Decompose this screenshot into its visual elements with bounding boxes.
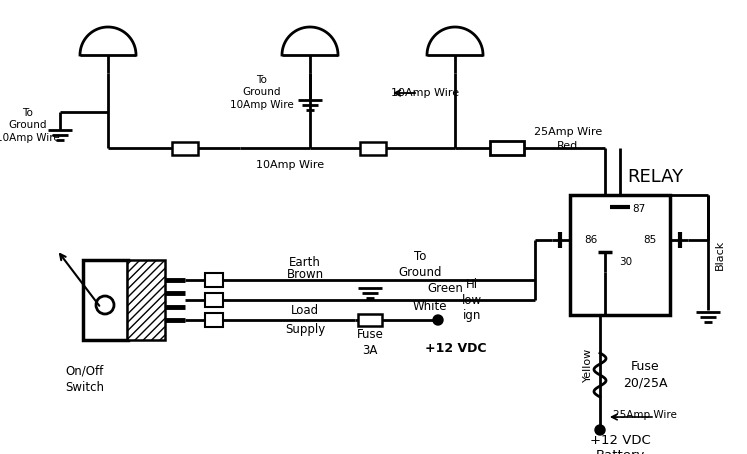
Text: Hi
low
ign: Hi low ign: [462, 277, 482, 322]
Text: 30: 30: [619, 257, 632, 267]
Text: Load: Load: [291, 304, 319, 316]
Text: Red: Red: [557, 141, 579, 151]
Text: Earth: Earth: [289, 256, 321, 268]
Text: To
Ground: To Ground: [398, 251, 441, 280]
Text: +12 VDC
Battery: +12 VDC Battery: [589, 434, 651, 454]
Text: 86: 86: [584, 235, 598, 245]
Text: 85: 85: [642, 235, 656, 245]
Circle shape: [433, 315, 443, 325]
Text: Brown: Brown: [286, 267, 323, 281]
Circle shape: [595, 425, 605, 435]
Bar: [83, 260, 128, 340]
Text: Supply: Supply: [285, 324, 325, 336]
Text: On/Off
Switch: On/Off Switch: [66, 365, 105, 394]
Text: 10Amp Wire: 10Amp Wire: [256, 160, 324, 170]
Text: 87: 87: [632, 204, 645, 214]
Text: To
Ground
10Amp Wire: To Ground 10Amp Wire: [230, 75, 294, 110]
Text: To
Ground
10Amp Wire: To Ground 10Amp Wire: [0, 108, 60, 143]
Bar: [205, 293, 223, 307]
Bar: [127, 260, 165, 340]
Bar: [490, 141, 524, 155]
Text: +12 VDC: +12 VDC: [425, 341, 487, 355]
Text: Green: Green: [427, 281, 463, 295]
Text: 10Amp Wire: 10Amp Wire: [391, 88, 459, 98]
Bar: [360, 142, 386, 154]
Text: Fuse
3A: Fuse 3A: [356, 327, 383, 356]
Text: White: White: [413, 301, 447, 314]
Text: Fuse
20/25A: Fuse 20/25A: [623, 360, 667, 390]
Text: 25Amp Wire: 25Amp Wire: [613, 410, 677, 420]
Bar: [570, 195, 670, 315]
Text: Yellow: Yellow: [583, 348, 593, 382]
Bar: [358, 314, 382, 326]
Text: RELAY: RELAY: [627, 168, 683, 186]
Bar: [172, 142, 198, 154]
Text: Black: Black: [715, 240, 725, 270]
Bar: [205, 273, 223, 287]
Text: 25Amp Wire: 25Amp Wire: [534, 127, 602, 137]
Bar: [205, 313, 223, 327]
